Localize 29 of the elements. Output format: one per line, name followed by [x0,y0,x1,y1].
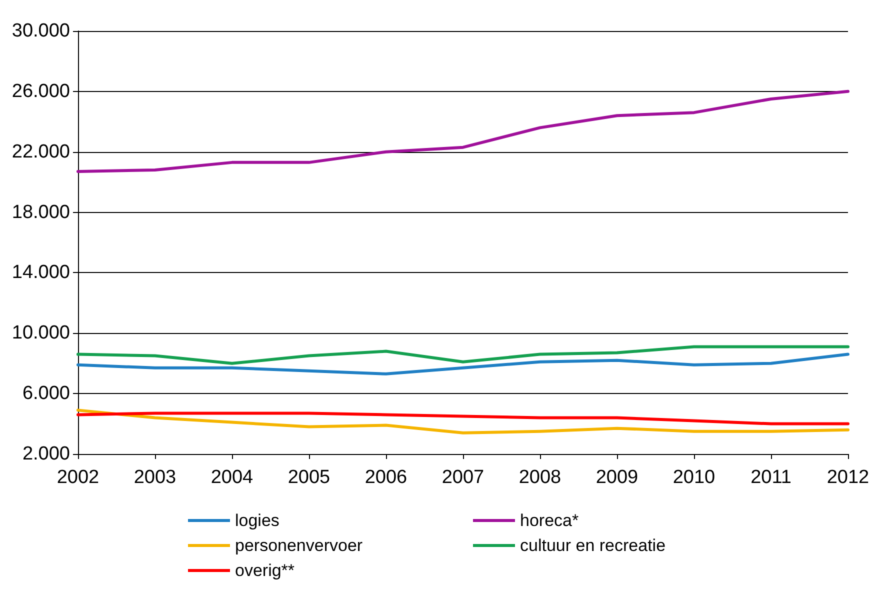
x-tick-label: 2006 [364,467,408,488]
line-series [76,345,850,365]
x-tick-label: 2005 [288,467,330,488]
y-tick-label: 14.000 [12,262,70,284]
line-series [76,408,850,434]
legend-label: cultuur en recreatie [520,536,666,555]
x-tick-label: 2010 [672,467,716,488]
y-tick-label: 6.000 [22,383,70,404]
line-series [76,412,850,426]
y-tick-label: 18.000 [12,202,70,223]
y-tick-label: 10.000 [12,322,70,344]
x-tick-label: 2007 [442,467,484,488]
x-tick-label: 2004 [210,467,254,488]
x-tick-label: 2011 [750,467,792,488]
y-tick-label: 22.000 [12,141,70,162]
legend-label: personenvervoer [235,536,363,555]
x-tick-label: 2012 [826,467,870,488]
x-tick-label: 2008 [518,467,562,488]
y-tick-label: 26.000 [12,80,70,102]
legend-label: horeca* [520,511,579,530]
y-tick-label: 2.000 [22,444,70,464]
line-series [76,352,850,376]
legend-label: logies [235,511,280,530]
x-tick-label: 2009 [596,467,638,488]
line-series [76,90,850,173]
y-tick-label: 30.000 [12,20,70,42]
legend-label: overig** [235,561,295,580]
x-tick-label: 2002 [56,467,100,488]
x-tick-label: 2003 [134,467,176,488]
